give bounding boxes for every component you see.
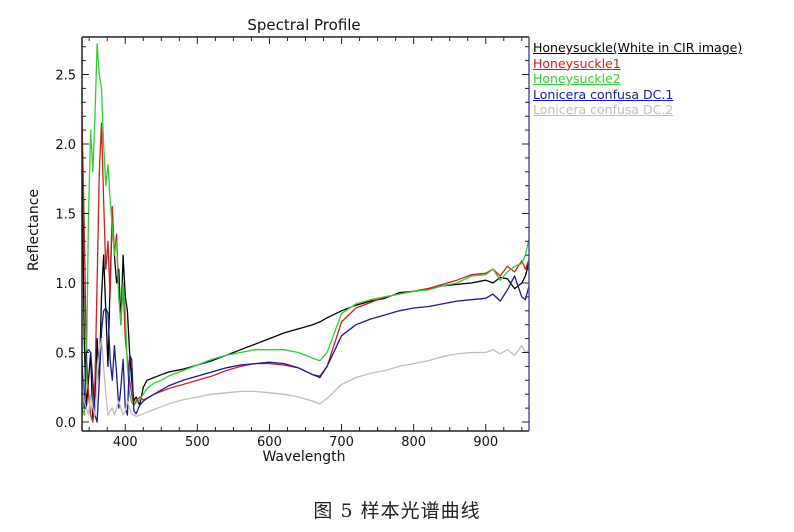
y-tick-label: 0.0 (55, 416, 76, 431)
series-line-1 (82, 116, 529, 423)
x-tick-label: 400 (113, 435, 138, 450)
axes: 400 500 600 700 800 900 0.0 0.5 1.0 1.5 2.0 2.5 (55, 36, 530, 450)
x-tick-label: 800 (401, 435, 426, 450)
legend-item-lonicera-dc2: Lonicera confusa DC.2 (533, 102, 674, 117)
legend-item-honeysuckle1: Honeysuckle1 (533, 55, 621, 71)
legend-item-lonicera-dc1: Lonicera confusa DC.1 (533, 86, 674, 102)
y-tick-label: 0.5 (55, 347, 76, 362)
x-tick-label: 500 (185, 435, 210, 450)
y-tick-label: 2.5 (55, 69, 76, 84)
x-axis-label: Wavelength (262, 449, 345, 465)
series-line-3 (82, 275, 529, 423)
y-axis-label: Reflectance (26, 189, 42, 271)
chart-title: Spectral Profile (247, 16, 360, 34)
x-tick-label: 600 (257, 435, 282, 450)
chart-legend: Honeysuckle(White in CIR image) Honeysuc… (533, 40, 742, 118)
x-tick-label: 900 (473, 435, 498, 450)
plot-series (82, 43, 529, 423)
series-line-2 (82, 43, 529, 416)
series-line-0 (82, 157, 529, 423)
figure-caption: 图 5 样本光谱曲线 (313, 500, 481, 522)
y-tick-label: 2.0 (55, 138, 76, 153)
y-tick-label: 1.0 (55, 277, 76, 292)
y-tick-label: 1.5 (55, 208, 76, 223)
series-line-4 (82, 337, 529, 418)
legend-item-honeysuckle2: Honeysuckle2 (533, 71, 621, 86)
legend-item-honeysuckle-white: Honeysuckle(White in CIR image) (533, 40, 743, 55)
x-tick-label: 700 (329, 435, 354, 450)
